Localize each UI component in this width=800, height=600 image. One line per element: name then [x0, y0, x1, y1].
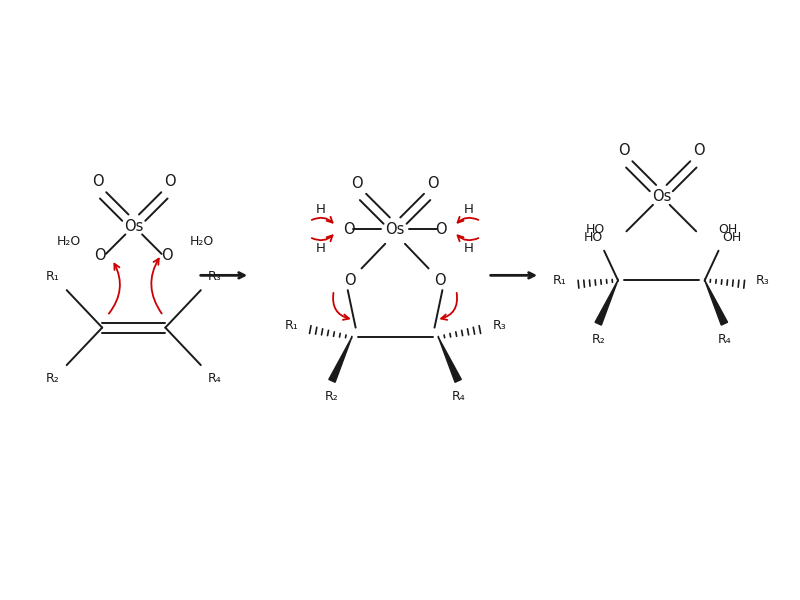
Text: O: O [618, 143, 630, 158]
Text: OH: OH [718, 223, 737, 236]
Text: O: O [436, 221, 447, 236]
Text: O: O [427, 176, 438, 191]
Text: HO: HO [584, 232, 603, 244]
Text: H: H [316, 203, 326, 216]
Text: R₃: R₃ [493, 319, 506, 332]
Text: R₄: R₄ [718, 333, 731, 346]
Text: O: O [162, 248, 173, 263]
Text: O: O [693, 143, 705, 158]
Text: H: H [464, 242, 474, 255]
Text: OH: OH [722, 232, 742, 244]
Polygon shape [705, 280, 727, 325]
Text: Os: Os [124, 218, 143, 233]
Text: O: O [343, 221, 354, 236]
Text: R₂: R₂ [591, 333, 605, 346]
Text: H: H [316, 242, 326, 255]
Polygon shape [329, 337, 352, 382]
Text: Os: Os [652, 189, 671, 204]
Polygon shape [595, 280, 618, 325]
Text: R₁: R₁ [285, 319, 298, 332]
Text: O: O [94, 248, 106, 263]
Text: O: O [92, 175, 103, 190]
Text: H₂O: H₂O [57, 235, 81, 248]
Text: O: O [352, 176, 363, 191]
Text: H₂O: H₂O [190, 235, 214, 248]
Text: H: H [464, 203, 474, 216]
Text: R₂: R₂ [325, 390, 339, 403]
Text: R₄: R₄ [208, 373, 222, 385]
Text: Os: Os [386, 221, 405, 236]
Text: HO: HO [586, 223, 605, 236]
Text: O: O [164, 175, 176, 190]
Text: O: O [344, 273, 355, 288]
Text: R₃: R₃ [756, 274, 770, 287]
Text: R₁: R₁ [553, 274, 566, 287]
Text: R₂: R₂ [46, 373, 60, 385]
Text: O: O [434, 273, 446, 288]
Polygon shape [438, 337, 462, 382]
Text: R₄: R₄ [451, 390, 465, 403]
Text: R₁: R₁ [46, 270, 60, 283]
Text: R₃: R₃ [208, 270, 222, 283]
